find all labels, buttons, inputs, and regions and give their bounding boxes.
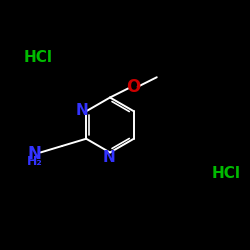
Text: HCl: HCl <box>24 50 53 65</box>
Text: N: N <box>102 150 115 166</box>
Text: N: N <box>75 102 88 118</box>
Text: HCl: HCl <box>211 166 240 181</box>
Text: O: O <box>126 78 140 96</box>
Text: N: N <box>28 145 42 163</box>
Text: H₂: H₂ <box>26 155 42 168</box>
